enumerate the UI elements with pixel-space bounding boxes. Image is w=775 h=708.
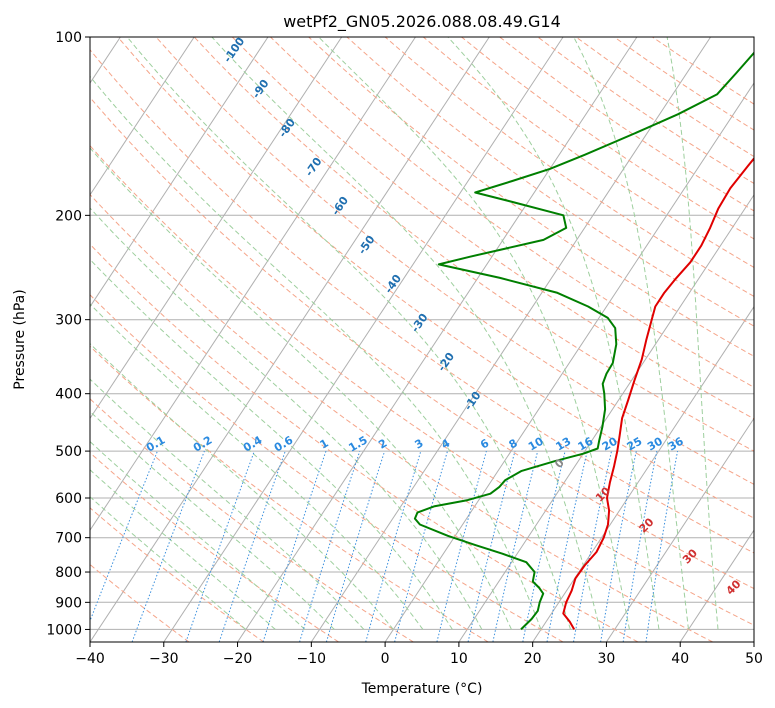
isotherm-line	[90, 37, 416, 532]
x-tick-label: 40	[671, 651, 689, 667]
dry-adiabat-line	[90, 294, 564, 642]
y-tick-label: 500	[55, 444, 82, 460]
isotherm-line	[90, 37, 195, 196]
moist-adiabat-line	[90, 147, 512, 630]
y-axis-label: Pressure (hPa)	[12, 289, 28, 389]
mixing-ratio-line	[522, 450, 566, 642]
moist-adiabat-line	[90, 496, 247, 630]
isotherm-line	[605, 417, 754, 642]
isotherm-line	[163, 37, 564, 642]
dry-adiabat-line	[117, 37, 754, 519]
moist-adiabat-line	[90, 303, 424, 630]
y-tick-label: 1000	[46, 622, 82, 638]
isotherm-line	[90, 37, 490, 642]
dry-adiabat-line	[90, 345, 489, 642]
isotherm-line	[90, 37, 343, 420]
mixing-ratio-line	[467, 450, 516, 642]
x-tick-label: −30	[149, 651, 179, 667]
y-tick-label: 200	[55, 208, 82, 224]
mixing-ratio-line	[492, 450, 539, 642]
temperature-profile-line	[562, 156, 754, 630]
moist-adiabat-line	[90, 75, 542, 630]
dry-adiabat-line	[270, 37, 754, 388]
dry-adiabat-line	[90, 507, 265, 642]
mixing-ratio-line	[299, 450, 361, 642]
isotherm-line	[458, 193, 754, 642]
isotherm-line	[237, 37, 638, 642]
moist-adiabat-line	[90, 440, 306, 630]
mixing-ratio-line	[262, 450, 327, 642]
x-tick-label: −20	[223, 651, 253, 667]
dry-adiabat-line	[90, 452, 339, 642]
mixing-ratio-line	[546, 450, 588, 642]
mixing-ratio-line	[365, 450, 422, 642]
moist-adiabat-line	[666, 37, 719, 630]
dry-adiabat-line	[90, 243, 639, 642]
isotherm-line	[90, 37, 269, 308]
y-tick-label: 700	[55, 531, 82, 547]
moist-adiabat-line	[573, 37, 689, 630]
x-tick-label: 50	[745, 651, 763, 667]
moist-adiabat-line	[318, 37, 630, 630]
isotherm-line	[679, 529, 754, 642]
isotherm-line	[384, 82, 754, 642]
moist-adiabat-line	[90, 410, 335, 630]
dry-adiabat-line	[90, 144, 754, 626]
dry-adiabat-line	[90, 96, 754, 590]
moist-adiabat-line	[90, 258, 453, 630]
x-tick-label: 30	[598, 651, 616, 667]
y-tick-label: 900	[55, 595, 82, 611]
x-axis-label: Temperature (°C)	[361, 681, 483, 697]
dry-adiabat-line	[90, 193, 713, 642]
dry-adiabat-line	[308, 37, 754, 357]
chart-title: wetPf2_GN05.2026.088.08.49.G14	[283, 12, 561, 32]
mixing-ratio-line	[325, 450, 386, 642]
moist-adiabat-line	[211, 37, 601, 630]
moist-adiabat-line	[90, 378, 365, 630]
plot-frame	[89, 36, 755, 643]
mixing-ratio-line	[436, 450, 487, 642]
mixing-ratio-line	[90, 450, 158, 623]
x-tick-label: −10	[297, 651, 327, 667]
x-tick-label: −40	[75, 651, 105, 667]
moist-adiabat-line	[90, 469, 276, 630]
mixing-ratio-line	[185, 450, 255, 642]
moist-adiabat-line	[90, 207, 483, 630]
mixing-ratio-line	[394, 450, 448, 642]
x-tick-label: 10	[450, 651, 468, 667]
mixing-ratio-line	[218, 450, 286, 642]
moist-adiabat-line	[447, 37, 660, 630]
y-tick-label: 300	[55, 313, 82, 329]
y-tick-label: 800	[55, 565, 82, 581]
x-tick-label: 20	[524, 651, 542, 667]
y-tick-label: 400	[55, 387, 82, 403]
y-tick-label: 100	[55, 30, 82, 46]
y-tick-label: 600	[55, 491, 82, 507]
mixing-ratio-line	[131, 450, 205, 642]
x-tick-label: 0	[381, 651, 390, 667]
dry-adiabat-line	[155, 37, 754, 485]
dewpoint-profile-line	[413, 51, 754, 631]
isotherm-line	[532, 305, 754, 642]
